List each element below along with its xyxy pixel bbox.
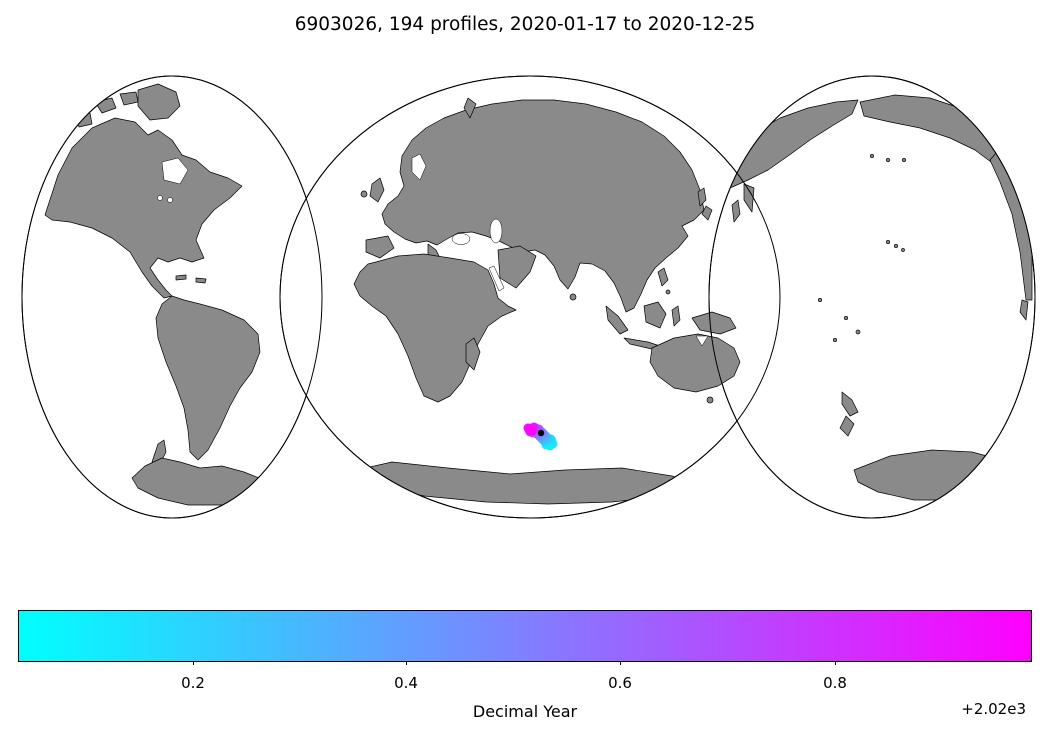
land-iberia xyxy=(365,235,395,259)
island-new-zealand-north xyxy=(841,391,859,417)
colorbar-axis-label: Decimal Year xyxy=(472,702,578,721)
black-sea xyxy=(451,233,471,245)
profile-point xyxy=(527,426,537,436)
island-sumatra xyxy=(605,305,629,335)
land-greenland xyxy=(137,83,181,121)
colorbar-tick-label: 0.4 xyxy=(394,674,418,692)
island-hawaii xyxy=(885,239,891,245)
lobe-middle-outline xyxy=(279,75,781,519)
figure-title: 6903026, 194 profiles, 2020-01-17 to 202… xyxy=(294,14,756,35)
baltic-sea xyxy=(411,153,427,181)
great-lakes xyxy=(157,195,163,201)
island-sri-lanka xyxy=(569,293,577,301)
island-japan xyxy=(701,205,713,221)
land-arabia xyxy=(497,245,537,289)
island-philippines xyxy=(657,267,669,287)
island-aleutian xyxy=(885,157,891,163)
island-britain xyxy=(369,177,385,203)
island-new-guinea xyxy=(691,311,737,335)
island-novaya-zemlya xyxy=(463,97,477,119)
land-south-america-west-sliver xyxy=(1019,299,1029,321)
island xyxy=(119,91,139,106)
great-lakes xyxy=(167,197,173,203)
island-caribbean xyxy=(195,277,207,284)
island-hawaii xyxy=(893,243,899,249)
island-aleutian xyxy=(901,157,907,163)
island-pacific xyxy=(832,337,838,343)
island-new-zealand-south xyxy=(839,415,855,437)
colorbar-tick-label: 0.6 xyxy=(608,674,632,692)
island-madagascar xyxy=(465,337,481,371)
hudson-bay xyxy=(161,157,189,185)
colorbar-tick-label: 0.8 xyxy=(823,674,847,692)
land-south-america xyxy=(155,295,261,461)
gulf-of-carpentaria xyxy=(695,335,709,347)
island-tasmania xyxy=(706,396,714,404)
island-fiji xyxy=(855,329,861,335)
island-hawaii xyxy=(901,248,905,252)
land-antarctica-right-sliver xyxy=(1005,435,1023,453)
profile-points-cluster xyxy=(523,422,558,451)
colorbar-tick-mark xyxy=(835,661,836,665)
colorbar-tick-mark xyxy=(193,661,194,665)
world-map xyxy=(21,75,1036,519)
latest-position-marker xyxy=(537,429,545,437)
island-japan-pacific xyxy=(731,199,741,223)
island-pacific xyxy=(817,297,823,303)
colorbar-tick-mark xyxy=(406,661,407,665)
land-group-afro-eurasia xyxy=(347,97,741,505)
colorbar-tick-mark xyxy=(620,661,621,665)
island-ireland xyxy=(360,190,368,198)
colorbar-offset-text: +2.02e3 xyxy=(961,700,1026,718)
land-north-america xyxy=(44,117,243,299)
red-sea xyxy=(488,265,505,292)
land-africa xyxy=(353,253,517,403)
island-sulawesi xyxy=(671,305,681,327)
colorbar-tick-label: 0.2 xyxy=(181,674,205,692)
island-caribbean xyxy=(175,274,187,281)
island-pacific xyxy=(843,315,849,321)
colorbar xyxy=(18,610,1032,662)
lobe-right-outline xyxy=(708,75,1036,519)
island-aleutian xyxy=(869,153,875,159)
land-group-americas xyxy=(44,83,273,506)
land-australia xyxy=(649,333,741,393)
land-kamchatka xyxy=(743,183,755,213)
island-borneo xyxy=(643,301,667,329)
island-japan xyxy=(697,187,707,207)
lobe-left-outline xyxy=(21,75,323,519)
island-philippines xyxy=(665,289,671,295)
caspian-sea xyxy=(489,218,503,244)
